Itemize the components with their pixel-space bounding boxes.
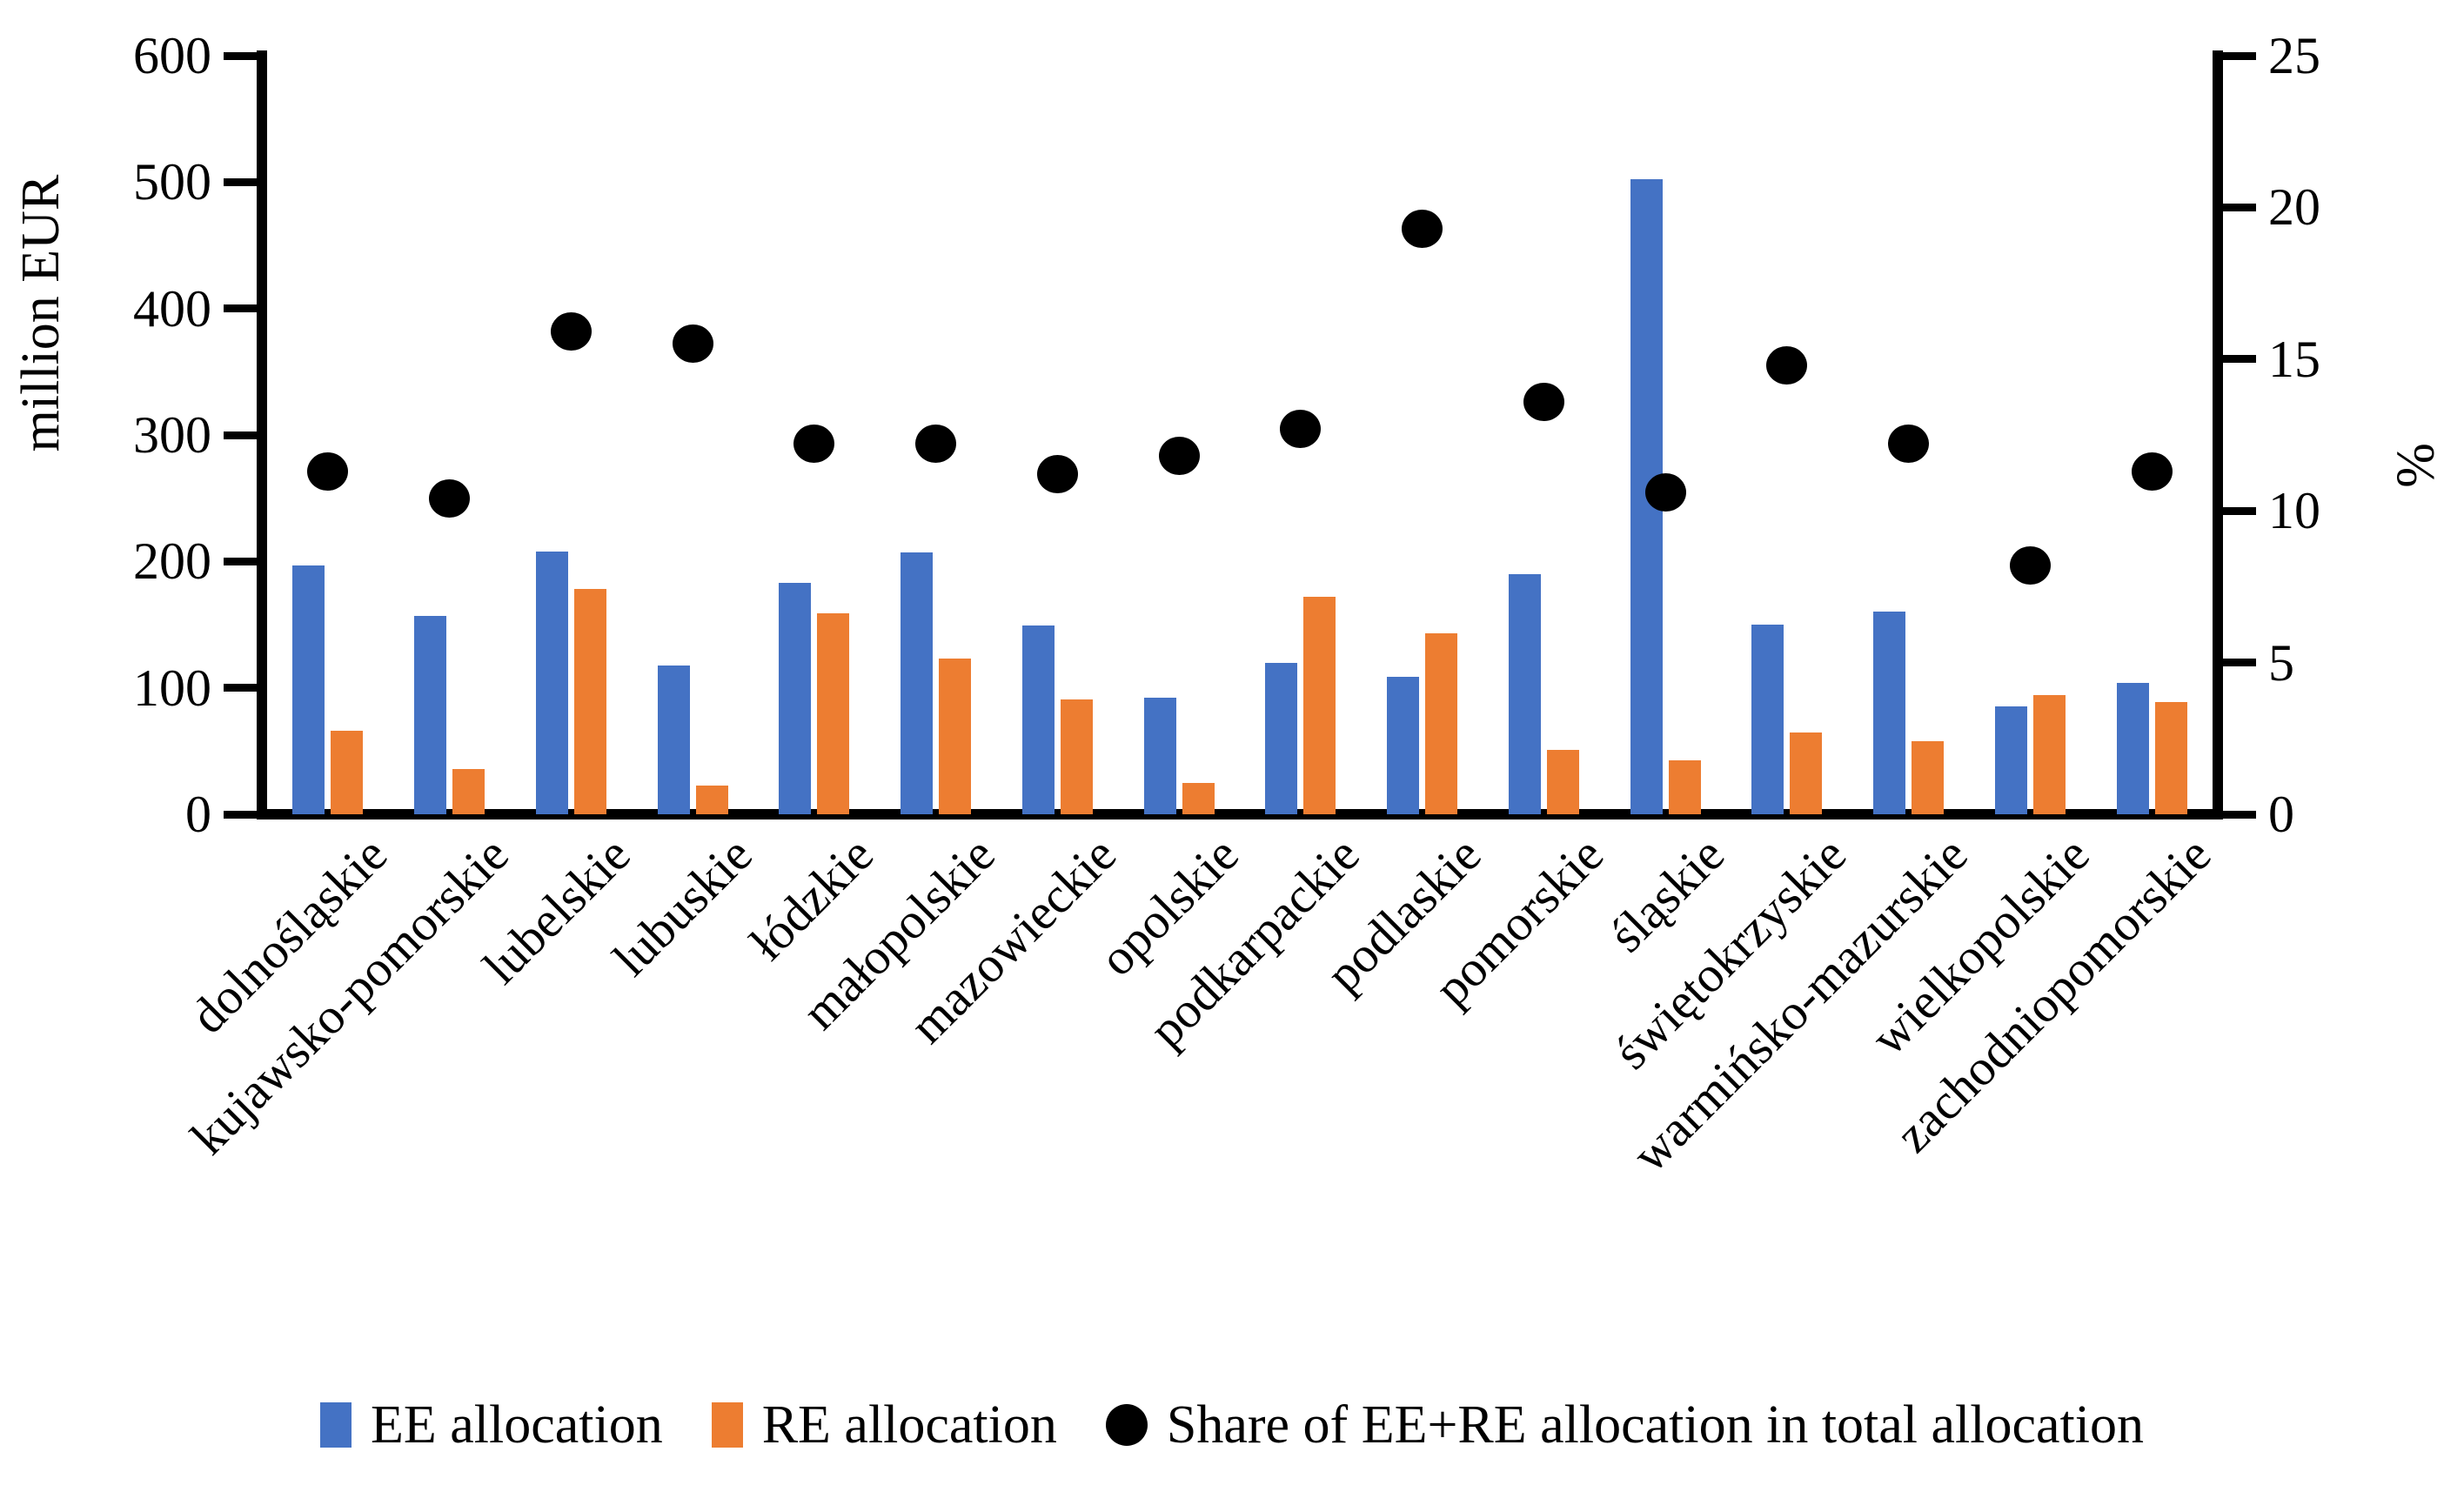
ee-bar: [779, 583, 812, 814]
re-bar: [817, 612, 850, 814]
ee-bar: [1143, 698, 1176, 814]
share-dot: [793, 425, 835, 464]
left-y-axis-tick: [224, 304, 257, 313]
re-bar: [1303, 597, 1336, 814]
re-bar: [452, 768, 485, 814]
right-y-axis-tick: [2223, 659, 2256, 667]
re-bar: [2154, 701, 2187, 814]
left-y-tick-label: 500: [133, 153, 211, 211]
ee-bar: [1265, 662, 1298, 814]
share-dot: [550, 312, 592, 351]
right-y-axis-tick: [2223, 810, 2256, 819]
left-y-tick-label: 600: [133, 27, 211, 84]
right-y-tick-label: 25: [2268, 27, 2320, 84]
left-y-tick-label: 0: [185, 786, 211, 843]
re-bar: [1182, 782, 1215, 814]
ee-bar: [1021, 625, 1055, 814]
share-dot: [1766, 345, 1808, 385]
ee-bar: [2116, 682, 2149, 814]
ee-bar: [1873, 612, 1906, 814]
right-y-tick-label: 20: [2268, 178, 2320, 237]
legend-item-share: Share of EE+RE allocation in total alloc…: [1105, 1395, 2144, 1456]
legend-label: Share of EE+RE allocation in total alloc…: [1166, 1395, 2144, 1455]
re-bar: [1912, 740, 1945, 814]
left-y-axis-tick: [224, 431, 257, 439]
ee-bar: [1751, 625, 1784, 814]
ee-bar: [292, 565, 325, 814]
re-bar: [1060, 699, 1093, 814]
re-bar: [2032, 695, 2066, 814]
re-bar: [939, 659, 972, 814]
ee-bar: [1994, 706, 2027, 814]
share-legend-dot-icon: [1105, 1404, 1148, 1446]
share-dot: [915, 425, 957, 464]
re-bar: [695, 785, 728, 814]
left-y-tick-label: 300: [133, 406, 211, 464]
share-dot: [307, 452, 349, 491]
ee-bar: [414, 615, 447, 814]
left-y-tick-label: 200: [133, 532, 211, 591]
share-dot: [1036, 455, 1078, 494]
re-bar: [573, 589, 606, 814]
left-y-axis-line: [257, 50, 267, 819]
share-dot: [1158, 437, 1200, 476]
legend-item-ee: EE allocation: [320, 1395, 663, 1456]
share-dot: [672, 324, 713, 364]
share-dot: [1402, 209, 1443, 248]
legend-label: EE allocation: [371, 1395, 663, 1455]
re-bar: [1546, 749, 1579, 814]
share-dot: [2131, 452, 2173, 491]
right-y-tick-label: 5: [2268, 633, 2294, 692]
legend-item-re: RE allocation: [711, 1395, 1057, 1456]
re-bar: [1668, 759, 1701, 814]
left-y-axis-tick: [224, 684, 257, 692]
ee-legend-swatch-icon: [320, 1402, 352, 1448]
re-bar: [1790, 732, 1823, 814]
x-axis-line: [257, 809, 2223, 819]
share-dot: [1644, 473, 1686, 512]
re-bar: [1425, 633, 1458, 814]
right-y-tick-label: 10: [2268, 482, 2320, 540]
share-dot: [429, 479, 471, 518]
left-y-axis-tick: [224, 810, 257, 819]
ee-bar: [535, 551, 568, 814]
right-y-tick-label: 15: [2268, 330, 2320, 388]
re-legend-swatch-icon: [711, 1402, 743, 1448]
left-y-tick-label: 400: [133, 279, 211, 338]
right-y-axis-line: [2213, 50, 2223, 819]
right-y-tick-label: 0: [2268, 786, 2294, 843]
share-dot: [1280, 410, 1322, 449]
right-y-axis-tick: [2223, 355, 2256, 364]
left-y-axis-tick: [224, 557, 257, 565]
ee-bar: [1508, 573, 1541, 814]
left-y-axis-tick: [224, 51, 257, 60]
ee-bar: [1387, 676, 1420, 814]
share-dot: [1523, 382, 1564, 421]
left-y-tick-label: 100: [133, 659, 211, 717]
ee-bar: [657, 665, 690, 814]
right-y-axis-tick: [2223, 506, 2256, 515]
ee-bar: [901, 552, 934, 814]
right-y-axis-tick: [2223, 203, 2256, 211]
re-bar: [331, 731, 364, 814]
legend-label: RE allocation: [761, 1395, 1057, 1455]
legend: EE allocation RE allocation Share of EE+RE…: [0, 1373, 2464, 1477]
right-y-axis-tick: [2223, 51, 2256, 60]
share-dot: [2009, 545, 2051, 585]
share-dot: [1888, 425, 1930, 464]
left-y-axis-tick: [224, 177, 257, 186]
